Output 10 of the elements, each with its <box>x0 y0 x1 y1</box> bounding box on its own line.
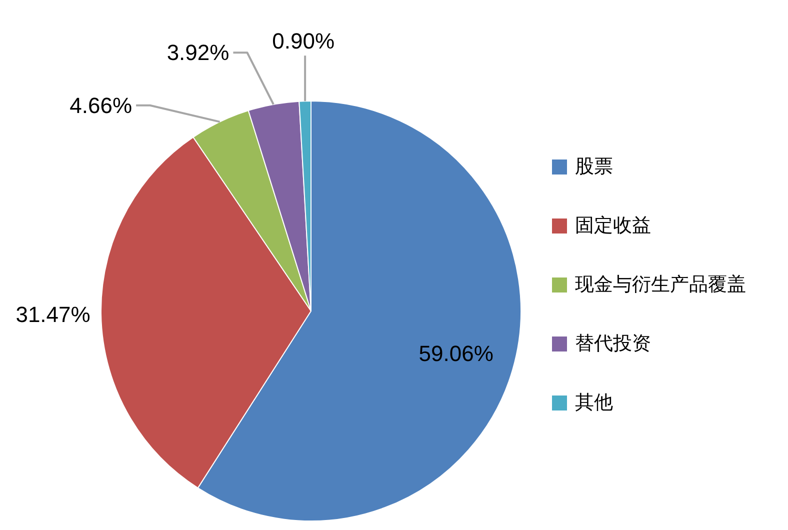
data-label: 31.47% <box>16 302 90 327</box>
legend-label: 替代投资 <box>575 334 651 354</box>
data-label: 59.06% <box>418 340 494 366</box>
legend-label: 股票 <box>575 156 613 178</box>
legend-label: 现金与衍生产品覆盖 <box>575 274 746 296</box>
data-label: 3.92% <box>166 40 230 66</box>
legend-label: 固定收益 <box>575 214 651 236</box>
data-label: 0.90% <box>272 28 335 54</box>
data-label: 4.66% <box>70 92 132 118</box>
legend-label: 其他 <box>575 392 613 414</box>
